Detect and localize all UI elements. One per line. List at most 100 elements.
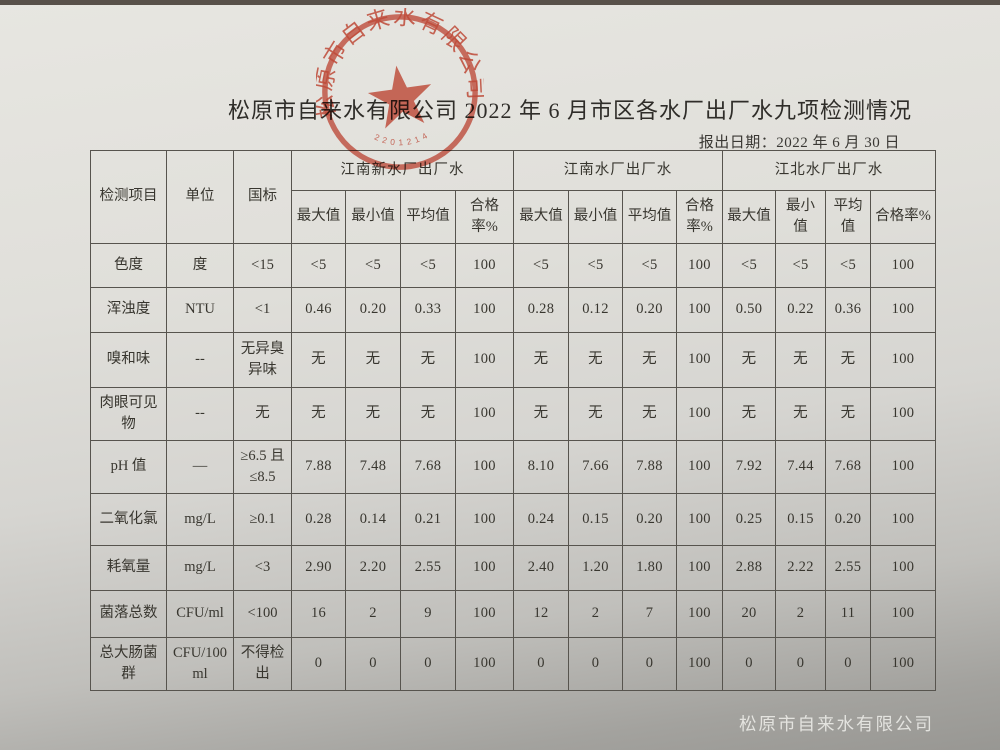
report-date: 报出日期：2022 年 6 月 30 日 [698,135,900,151]
cell-value: 2.90 [291,545,346,591]
table-group-header-row: 检测项目 单位 国标 江南新水厂出厂水 江南水厂出厂水 江北水厂出厂水 [90,150,936,244]
subheader-pass-rate: 合格率% [455,190,514,244]
cell-value: <5 [622,243,677,288]
cell-value: 0 [291,637,346,691]
cell-value: 无 [825,387,871,441]
cell-value: 100 [676,387,723,441]
cell-value: 100 [455,545,514,591]
row-item-label: 总大肠菌群 [90,637,167,691]
cell-value: 100 [676,440,723,494]
cell-value: 100 [455,243,514,288]
cell-value: 2.55 [825,545,871,591]
cell-value: <5 [513,243,569,288]
cell-value: 无 [825,332,871,388]
cell-value: 16 [291,590,346,638]
row-standard: 无异臭 异味 [233,332,292,388]
row-item-label: 肉眼可见物 [90,387,167,441]
photo-edge-strip [0,0,1000,5]
row-unit: CFU/ml [166,590,234,638]
row-unit: NTU [166,287,234,333]
cell-value: 1.20 [568,545,623,591]
cell-value: 1.80 [622,545,677,591]
cell-value: 2.22 [775,545,826,591]
cell-value: 0 [568,637,623,691]
cell-value: 0.15 [568,493,623,546]
table-row-total-coliform: 总大肠菌群 CFU/100ml 不得检出 0 0 0 100 0 0 0 100… [90,637,936,691]
cell-value: 0.24 [513,493,569,546]
cell-value: 100 [870,332,936,388]
cell-value: 100 [676,545,723,591]
cell-value: 无 [775,332,826,388]
cell-value: 0 [825,637,871,691]
table-sub-header-row: 最大值 最小值 平均值 合格率% 最大值 最小值 平均值 合格率% 最大值 最小… [91,190,936,244]
cell-value: 100 [676,332,723,388]
cell-value: 无 [722,332,776,388]
cell-value: 无 [775,387,826,441]
cell-value: 无 [400,387,456,441]
cell-value: 100 [870,243,936,288]
table-row-ph: pH 值 — ≥6.5 且 ≤8.5 7.88 7.48 7.68 100 8.… [90,440,936,494]
header-standard: 国标 [233,150,292,244]
cell-value: 7.88 [291,440,346,494]
header-plant-jiangnan: 江南水厂出厂水 [513,150,723,191]
table-row-chromaticity: 色度 度 <15 <5 <5 <5 100 <5 <5 <5 100 <5 <5… [90,243,936,288]
cell-value: 0.20 [622,287,677,333]
cell-value: 100 [870,545,936,591]
row-unit: CFU/100ml [166,637,234,691]
row-unit: -- [166,387,234,441]
cell-value: 100 [455,637,514,691]
cell-value: 7.66 [568,440,623,494]
cell-value: 0.25 [722,493,776,546]
header-plant-jiangbei: 江北水厂出厂水 [722,150,936,191]
row-unit: mg/L [166,545,234,591]
cell-value: <5 [825,243,871,288]
cell-value: <5 [568,243,623,288]
cell-value: 0 [400,637,456,691]
cell-value: 2 [775,590,826,638]
cell-value: 2.88 [722,545,776,591]
cell-value: 无 [622,387,677,441]
water-quality-table: 检测项目 单位 国标 江南新水厂出厂水 江南水厂出厂水 江北水厂出厂水 最大值 … [90,150,936,691]
cell-value: 100 [870,440,936,494]
cell-value: <5 [400,243,456,288]
row-unit: — [166,440,234,494]
cell-value: 0.12 [568,287,623,333]
cell-value: 无 [291,332,346,388]
row-unit: 度 [166,243,234,288]
cell-value: 2.55 [400,545,456,591]
cell-value: 11 [825,590,871,638]
cell-value: 无 [622,332,677,388]
cell-value: 7 [622,590,677,638]
table-row-colony-count: 菌落总数 CFU/ml <100 16 2 9 100 12 2 7 100 2… [90,590,936,638]
cell-value: 无 [568,332,623,388]
table-row-oxygen-consumption: 耗氧量 mg/L <3 2.90 2.20 2.55 100 2.40 1.20… [90,545,936,591]
subheader-max: 最大值 [722,190,776,244]
row-item-label: pH 值 [90,440,167,494]
row-item-label: 耗氧量 [90,545,167,591]
cell-value: 0.33 [400,287,456,333]
cell-value: 0.28 [513,287,569,333]
cell-value: 12 [513,590,569,638]
cell-value: 0.20 [825,493,871,546]
cell-value: 0.21 [400,493,456,546]
camera-watermark: 松原市自来水有限公司 [739,714,934,734]
cell-value: <5 [775,243,826,288]
cell-value: 0.20 [345,287,401,333]
cell-value: 无 [568,387,623,441]
table-row-chlorine-dioxide: 二氧化氯 mg/L ≥0.1 0.28 0.14 0.21 100 0.24 0… [90,493,936,546]
subheader-pass-rate: 合格率% [870,190,936,244]
cell-value: 7.44 [775,440,826,494]
row-standard: <1 [233,287,292,333]
cell-value: 7.68 [825,440,871,494]
cell-value: 0.20 [622,493,677,546]
cell-value: 0.22 [775,287,826,333]
header-plant-jiangnan-new: 江南新水厂出厂水 [291,150,514,191]
cell-value: 无 [400,332,456,388]
cell-value: 100 [870,287,936,333]
table-row-odor-taste: 嗅和味 -- 无异臭 异味 无 无 无 100 无 无 无 100 无 无 无 … [90,332,936,388]
cell-value: 无 [345,332,401,388]
cell-value: <5 [345,243,401,288]
cell-value: 7.48 [345,440,401,494]
cell-value: 7.68 [400,440,456,494]
